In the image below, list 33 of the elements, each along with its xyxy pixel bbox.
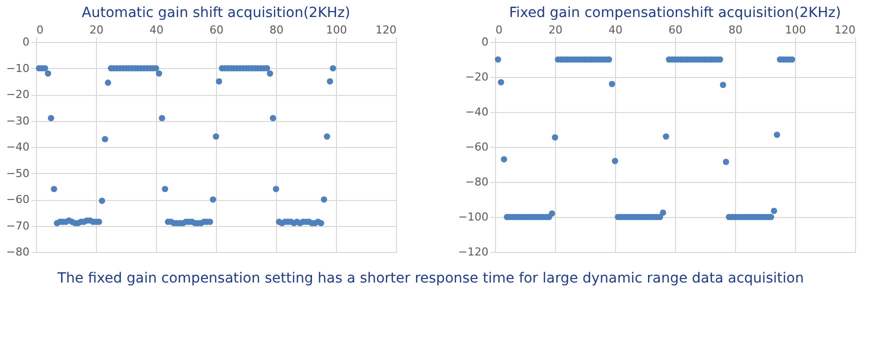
y-tick-label: −60: [6, 193, 30, 206]
y-tick-label: −40: [465, 106, 488, 118]
y-tick-label: −100: [458, 210, 488, 224]
y-tick-label: −120: [458, 246, 488, 258]
x-tick-label: 80: [270, 24, 284, 36]
x-tick-label: 80: [728, 24, 742, 36]
y-tick-label: −20: [6, 88, 30, 101]
chart-title: Automatic gain shift acquisition(2KHz): [82, 5, 350, 21]
x-tick-label: 0: [36, 24, 44, 36]
y-tick-label: −80: [465, 176, 488, 188]
chart-title: Fixed gain compensationshift acquisition(2KHz): [509, 5, 841, 21]
x-tick-label: 20: [548, 24, 562, 36]
y-tick-label: −60: [465, 140, 488, 154]
x-tick-label: 100: [785, 24, 806, 36]
x-tick-label: 120: [834, 24, 856, 36]
x-tick-label: 60: [668, 24, 682, 36]
text: The fixed gain compensation setting has a shorter response time for large dynamic range data acquisition: [56, 270, 804, 286]
y-tick-label: −80: [6, 246, 30, 258]
y-tick-label: −40: [6, 140, 30, 154]
y-tick-label: 0: [482, 36, 488, 48]
y-tick-label: 0: [22, 36, 30, 48]
y-tick-label: −70: [6, 219, 30, 232]
x-tick-label: 40: [150, 24, 164, 36]
x-tick-label: 120: [376, 24, 396, 36]
x-tick-label: 40: [608, 24, 622, 36]
x-tick-label: 60: [210, 24, 224, 36]
x-tick-label: 100: [326, 24, 347, 36]
y-tick-label: −30: [6, 114, 30, 128]
y-tick-label: −20: [465, 70, 488, 84]
x-tick-label: 20: [90, 24, 104, 36]
y-tick-label: −50: [6, 166, 30, 180]
y-tick-label: −10: [6, 62, 30, 75]
x-tick-label: 0: [496, 24, 502, 36]
